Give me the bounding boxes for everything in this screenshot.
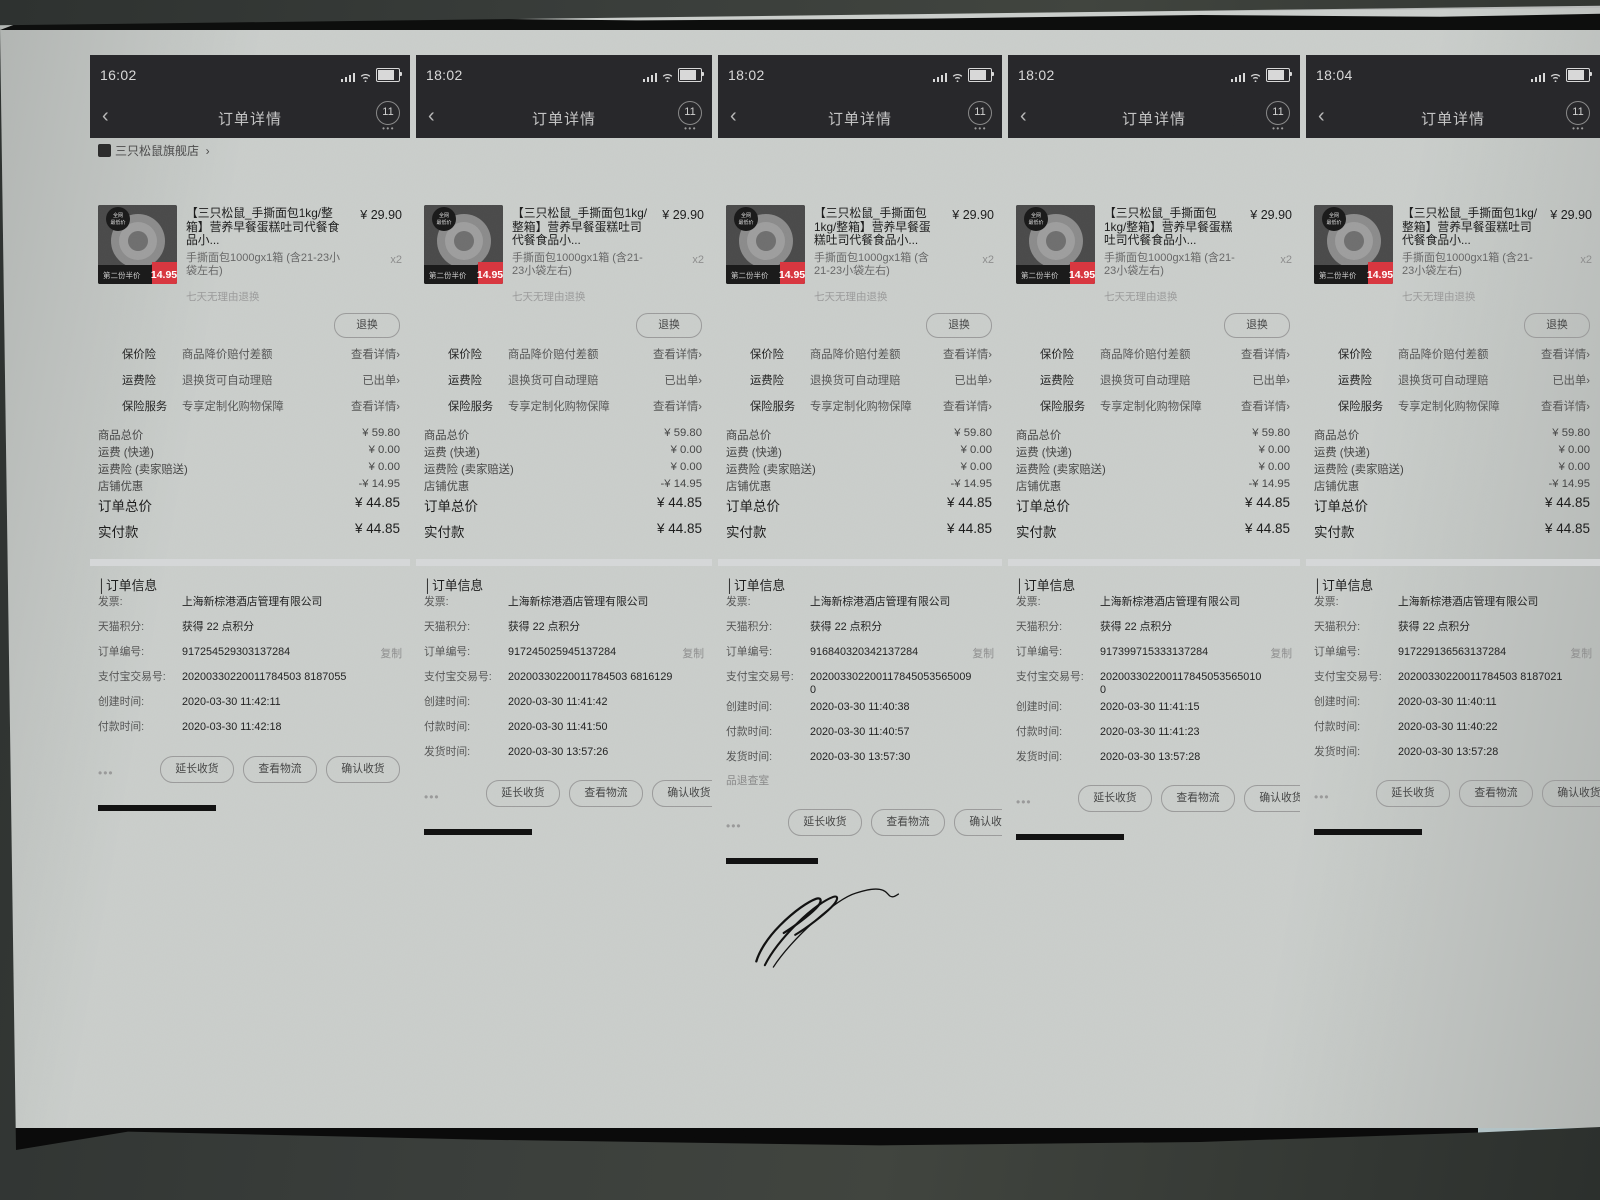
svg-text:14.95: 14.95 — [779, 269, 805, 281]
svg-text:14.95: 14.95 — [1367, 269, 1393, 281]
svg-text:14.95: 14.95 — [1069, 269, 1095, 281]
svg-text:14.95: 14.95 — [477, 269, 503, 281]
svg-text:全网: 全网 — [113, 212, 123, 219]
svg-text:第二份半价: 第二份半价 — [731, 270, 769, 280]
svg-text:第二份半价: 第二份半价 — [1021, 270, 1059, 280]
svg-text:全网: 全网 — [1031, 212, 1041, 219]
svg-text:第二份半价: 第二份半价 — [429, 270, 467, 280]
svg-text:全网: 全网 — [1329, 212, 1339, 219]
svg-text:第二份半价: 第二份半价 — [1319, 270, 1357, 280]
svg-text:全网: 全网 — [741, 212, 751, 219]
svg-text:最低价: 最低价 — [738, 219, 753, 226]
svg-text:14.95: 14.95 — [151, 269, 177, 281]
svg-text:最低价: 最低价 — [1326, 219, 1341, 226]
svg-text:最低价: 最低价 — [110, 219, 125, 226]
svg-text:最低价: 最低价 — [436, 219, 451, 226]
svg-text:全网: 全网 — [439, 212, 449, 219]
svg-text:第二份半价: 第二份半价 — [103, 270, 141, 280]
svg-text:最低价: 最低价 — [1028, 219, 1043, 226]
